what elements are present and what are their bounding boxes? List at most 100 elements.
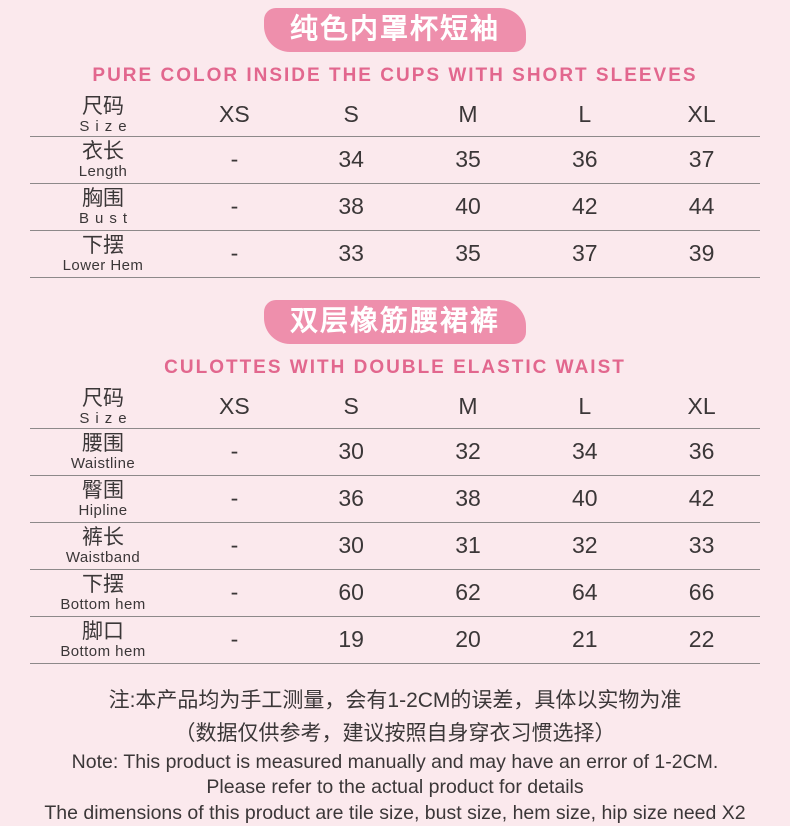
measurement-label-en: Bottom hem — [60, 595, 146, 613]
measurement-label-cell: 脚口 Bottom hem — [30, 616, 176, 663]
measurement-label-zh: 下摆 — [82, 233, 124, 257]
column-header-xs: XS — [219, 393, 250, 420]
size-table-bottom: 尺码 Size XS S M L XL 腰围 Waistline - 30 32… — [30, 386, 760, 664]
size-label-zh: 尺码 — [82, 94, 124, 118]
measurement-label-en: Bottom hem — [60, 642, 146, 660]
measurement-value: 33 — [688, 532, 715, 559]
measurement-value: 30 — [338, 438, 364, 465]
table-row-leg-opening: 脚口 Bottom hem - 19 20 21 22 — [30, 616, 760, 664]
measurement-label-en: Hipline — [78, 501, 128, 519]
measurement-label-cell: 胸围 Bust — [30, 183, 176, 230]
measurement-label-en: Lower Hem — [62, 256, 144, 274]
measurement-label-zh: 脚口 — [82, 619, 124, 643]
size-label-cell: 尺码 Size — [30, 94, 176, 137]
measurement-value: 40 — [571, 485, 598, 512]
product-section-bottom: 双层橡筋腰裙裤 CULOTTES WITH DOUBLE ELASTIC WAI… — [0, 299, 790, 664]
measurement-value: 62 — [455, 579, 481, 606]
measurement-value: 40 — [455, 193, 481, 220]
table-row-waistband: 裤长 Waistband - 30 31 32 33 — [30, 522, 760, 570]
measurement-label-en: Bust — [78, 209, 133, 227]
column-header-m: M — [458, 101, 478, 128]
section-title-badge: 纯色内罩杯短袖 — [263, 8, 526, 52]
measurement-value: 42 — [571, 193, 598, 220]
section-title: 双层橡筋腰裙裤 — [289, 304, 500, 336]
measurement-label-zh: 臀围 — [82, 478, 124, 502]
measurement-label-cell: 下摆 Lower Hem — [30, 230, 176, 277]
note-line-en-1: Note: This product is measured manually … — [71, 750, 719, 773]
measurement-value: 22 — [688, 626, 715, 653]
measurement-label-zh: 腰围 — [82, 431, 124, 455]
column-header-l: L — [578, 101, 592, 128]
measurement-value: - — [230, 240, 239, 267]
measurement-value: - — [230, 626, 239, 653]
section-subtitle: PURE COLOR INSIDE THE CUPS WITH SHORT SL… — [92, 65, 698, 86]
measurement-label-cell: 裤长 Waistband — [30, 522, 176, 569]
measurement-value: 32 — [571, 532, 598, 559]
measurement-value: 32 — [455, 438, 481, 465]
measurement-label-cell: 腰围 Waistline — [30, 428, 176, 475]
size-label-zh: 尺码 — [82, 386, 124, 410]
table-header-row: 尺码 Size XS S M L XL — [30, 94, 760, 137]
measurement-value: 37 — [688, 146, 715, 173]
measurement-value: 31 — [455, 532, 481, 559]
table-row-bottom-hem: 下摆 Bottom hem - 60 62 64 66 — [30, 569, 760, 617]
measurement-value: 36 — [571, 146, 598, 173]
section-subtitle: CULOTTES WITH DOUBLE ELASTIC WAIST — [164, 356, 626, 378]
measurement-value: 36 — [338, 485, 364, 512]
measurement-value: 44 — [688, 193, 715, 220]
measurement-label-zh: 裤长 — [82, 525, 124, 549]
measurement-value: 38 — [338, 193, 364, 220]
table-row-bust: 胸围 Bust - 38 40 42 44 — [30, 183, 760, 231]
measurement-value: 38 — [455, 485, 481, 512]
table-row-lower-hem: 下摆 Lower Hem - 33 35 37 39 — [30, 230, 760, 278]
column-header-l: L — [578, 393, 592, 420]
table-row-waistline: 腰围 Waistline - 30 32 34 36 — [30, 428, 760, 476]
column-header-xl: XL — [687, 101, 716, 128]
measurement-value: - — [230, 579, 239, 606]
measurement-label-en: Length — [78, 162, 128, 180]
size-table-top: 尺码 Size XS S M L XL 衣长 Length - 34 35 36… — [30, 94, 760, 278]
table-row-length: 衣长 Length - 34 35 36 37 — [30, 136, 760, 184]
product-section-top: 纯色内罩杯短袖 PURE COLOR INSIDE THE CUPS WITH … — [0, 0, 790, 278]
measurement-label-cell: 臀围 Hipline — [30, 475, 176, 522]
table-header-row: 尺码 Size XS S M L XL — [30, 386, 760, 429]
measurement-value: 33 — [338, 240, 364, 267]
measurement-label-zh: 胸围 — [82, 186, 124, 210]
measurement-value: 19 — [338, 626, 364, 653]
note-line-en-2: Please refer to the actual product for d… — [206, 776, 584, 799]
measurement-label-zh: 衣长 — [82, 139, 124, 163]
measurement-value: 37 — [571, 240, 598, 267]
measurement-value: 21 — [571, 626, 598, 653]
measurement-value: 60 — [338, 579, 364, 606]
measurement-label-cell: 下摆 Bottom hem — [30, 569, 176, 616]
measurement-label-zh: 下摆 — [82, 572, 124, 596]
measurement-value: 64 — [571, 579, 598, 606]
table-row-hipline: 臀围 Hipline - 36 38 40 42 — [30, 475, 760, 523]
column-header-s: S — [343, 393, 359, 420]
measurement-value: - — [230, 146, 239, 173]
measurement-value: - — [230, 438, 239, 465]
column-header-s: S — [343, 101, 359, 128]
note-line-zh-1: 注:本产品均为手工测量，会有1-2CM的误差，具体以实物为准 — [108, 688, 682, 712]
note-line-zh-2: （数据仅供参考，建议按照自身穿衣习惯选择） — [174, 721, 616, 745]
section-title-badge: 双层橡筋腰裙裤 — [263, 299, 526, 344]
notes-block: 注:本产品均为手工测量，会有1-2CM的误差，具体以实物为准 （数据仅供参考，建… — [0, 684, 790, 826]
measurement-label-cell: 衣长 Length — [30, 136, 176, 183]
section-title: 纯色内罩杯短袖 — [289, 13, 500, 44]
measurement-value: 30 — [338, 532, 364, 559]
size-label-en: Size — [79, 117, 133, 135]
measurement-label-en: Waistband — [65, 548, 141, 566]
measurement-value: 20 — [455, 626, 481, 653]
measurement-value: 42 — [688, 485, 715, 512]
column-header-m: M — [458, 393, 478, 420]
size-label-cell: 尺码 Size — [30, 386, 176, 429]
size-label-en: Size — [79, 409, 133, 427]
measurement-value: - — [230, 485, 239, 512]
measurement-value: 36 — [688, 438, 715, 465]
measurement-value: 34 — [338, 146, 364, 173]
measurement-value: 34 — [571, 438, 598, 465]
measurement-value: 35 — [455, 146, 481, 173]
measurement-value: 39 — [688, 240, 715, 267]
measurement-value: 66 — [688, 579, 715, 606]
